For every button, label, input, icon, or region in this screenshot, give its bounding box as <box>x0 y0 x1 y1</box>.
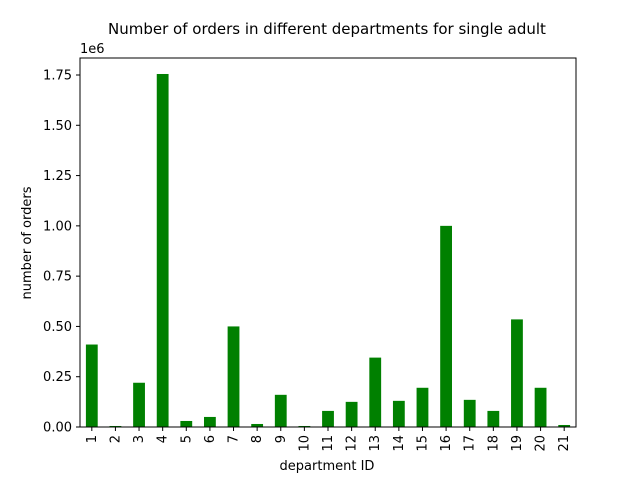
x-tick-label: 8 <box>250 435 265 443</box>
bar-department-21 <box>558 424 571 427</box>
bar-department-7 <box>227 326 240 427</box>
chart-title: Number of orders in different department… <box>108 20 546 38</box>
y-ticks: 0.00 0.25 0.50 0.75 1.00 1.25 1.50 1.75 <box>43 69 80 436</box>
x-tick-label: 15 <box>415 435 430 452</box>
bar-department-4 <box>156 73 169 428</box>
x-tick-label: 14 <box>392 435 407 452</box>
x-tick-label: 4 <box>156 435 171 443</box>
bar-department-18 <box>487 410 500 427</box>
bar-department-19 <box>511 319 523 427</box>
bar-department-6 <box>204 416 216 427</box>
x-tick-label: 7 <box>227 435 242 443</box>
plot-frame <box>79 57 577 428</box>
bar-department-10 <box>298 425 311 427</box>
bar-department-1 <box>85 344 98 427</box>
x-tick-label: 21 <box>557 435 572 452</box>
x-tick-label: 18 <box>486 435 501 452</box>
y-tick-label: 1.75 <box>43 69 72 84</box>
y-axis-label: number of orders <box>20 186 35 299</box>
x-tick-label: 11 <box>321 435 336 452</box>
x-tick-label: 16 <box>439 435 454 452</box>
bar-department-5 <box>180 420 193 427</box>
y-tick-label: 1.25 <box>43 169 72 184</box>
y-tick-label: 1.50 <box>43 119 72 134</box>
x-tick-label: 19 <box>510 435 525 452</box>
bar-department-17 <box>463 399 476 427</box>
x-tick-label: 2 <box>108 435 123 443</box>
y-tick-label: 0.50 <box>43 320 72 335</box>
bar-department-9 <box>274 394 287 427</box>
x-tick-label: 12 <box>345 435 360 452</box>
bars-layer <box>85 73 571 428</box>
bar-department-8 <box>251 423 264 427</box>
y-tick-label: 0.25 <box>43 370 72 385</box>
bar-department-13 <box>369 357 382 427</box>
bar-department-12 <box>345 401 358 427</box>
y-offset-label: 1e6 <box>80 42 105 57</box>
bar-department-11 <box>322 410 334 427</box>
x-tick-label: 20 <box>534 435 549 452</box>
x-axis-label: department ID <box>280 459 375 474</box>
bar-department-3 <box>133 382 145 427</box>
bar-department-16 <box>440 225 452 427</box>
y-tick-label: 0.75 <box>43 270 72 285</box>
x-tick-label: 13 <box>368 435 383 452</box>
bar-department-2 <box>109 425 122 427</box>
x-tick-label: 17 <box>463 435 478 452</box>
bar-department-20 <box>534 387 547 427</box>
x-tick-label: 1 <box>85 435 100 443</box>
bar-department-15 <box>416 387 429 427</box>
x-tick-label: 9 <box>274 435 289 443</box>
bar-department-14 <box>392 400 405 427</box>
x-tick-label: 10 <box>297 435 312 452</box>
x-tick-label: 5 <box>179 435 194 443</box>
x-tick-label: 3 <box>132 435 147 443</box>
y-tick-label: 0.00 <box>43 421 72 436</box>
x-ticks: 1 2 3 4 5 6 7 8 9 10 11 12 13 14 15 16 17 18 19 20 21 <box>85 427 572 452</box>
x-tick-label: 6 <box>203 435 218 443</box>
y-tick-label: 1.00 <box>43 219 72 234</box>
